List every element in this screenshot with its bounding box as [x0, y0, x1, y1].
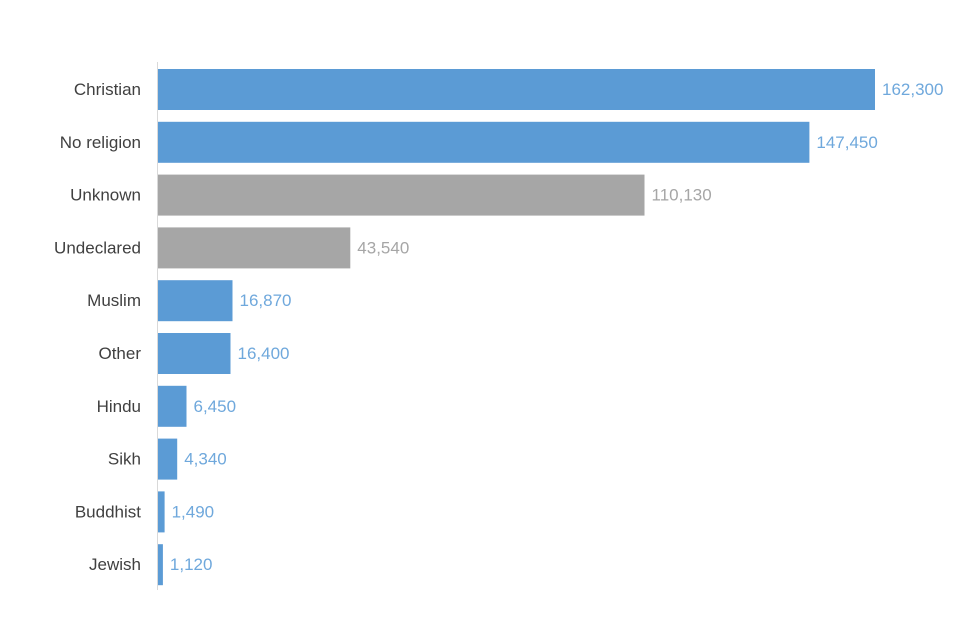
- category-labels-group: Christian No religion Unknown Undeclared Mus…: [54, 80, 141, 574]
- category-label-christian: Christian: [74, 80, 141, 99]
- bar-muslim: [158, 280, 233, 322]
- category-label-hindu: Hindu: [97, 397, 141, 416]
- value-label-undeclared: 43,540: [357, 238, 409, 257]
- category-label-buddhist: Buddhist: [75, 502, 141, 521]
- value-label-other: 16,400: [238, 344, 290, 363]
- bar-jewish: [158, 544, 163, 586]
- value-label-hindu: 6,450: [194, 397, 237, 416]
- value-label-sikh: 4,340: [184, 450, 227, 469]
- bar-christian: [158, 69, 875, 110]
- value-label-muslim: 16,870: [240, 291, 292, 310]
- value-label-jewish: 1,120: [170, 555, 213, 574]
- category-label-jewish: Jewish: [89, 555, 141, 574]
- bar-other: [158, 333, 231, 374]
- bar-no-religion: [158, 121, 810, 163]
- category-label-unknown: Unknown: [70, 186, 141, 205]
- category-label-other: Other: [98, 344, 141, 363]
- bars-group: [158, 69, 875, 586]
- bar-unknown: [158, 174, 645, 216]
- value-labels-group: 162,300 147,450 110,130 43,540 16,870 16,400 6…: [170, 80, 944, 574]
- category-label-muslim: Muslim: [87, 291, 141, 310]
- bar-buddhist: [158, 491, 165, 533]
- value-label-christian: 162,300: [882, 80, 943, 99]
- bar-sikh: [158, 438, 178, 480]
- bar-undeclared: [158, 227, 351, 269]
- category-label-no-religion: No religion: [60, 133, 141, 152]
- value-label-no-religion: 147,450: [816, 133, 877, 152]
- value-label-unknown: 110,130: [652, 186, 712, 205]
- category-label-undeclared: Undeclared: [54, 238, 141, 257]
- value-label-buddhist: 1,490: [172, 502, 215, 521]
- bar-hindu: [158, 385, 187, 427]
- category-label-sikh: Sikh: [108, 450, 141, 469]
